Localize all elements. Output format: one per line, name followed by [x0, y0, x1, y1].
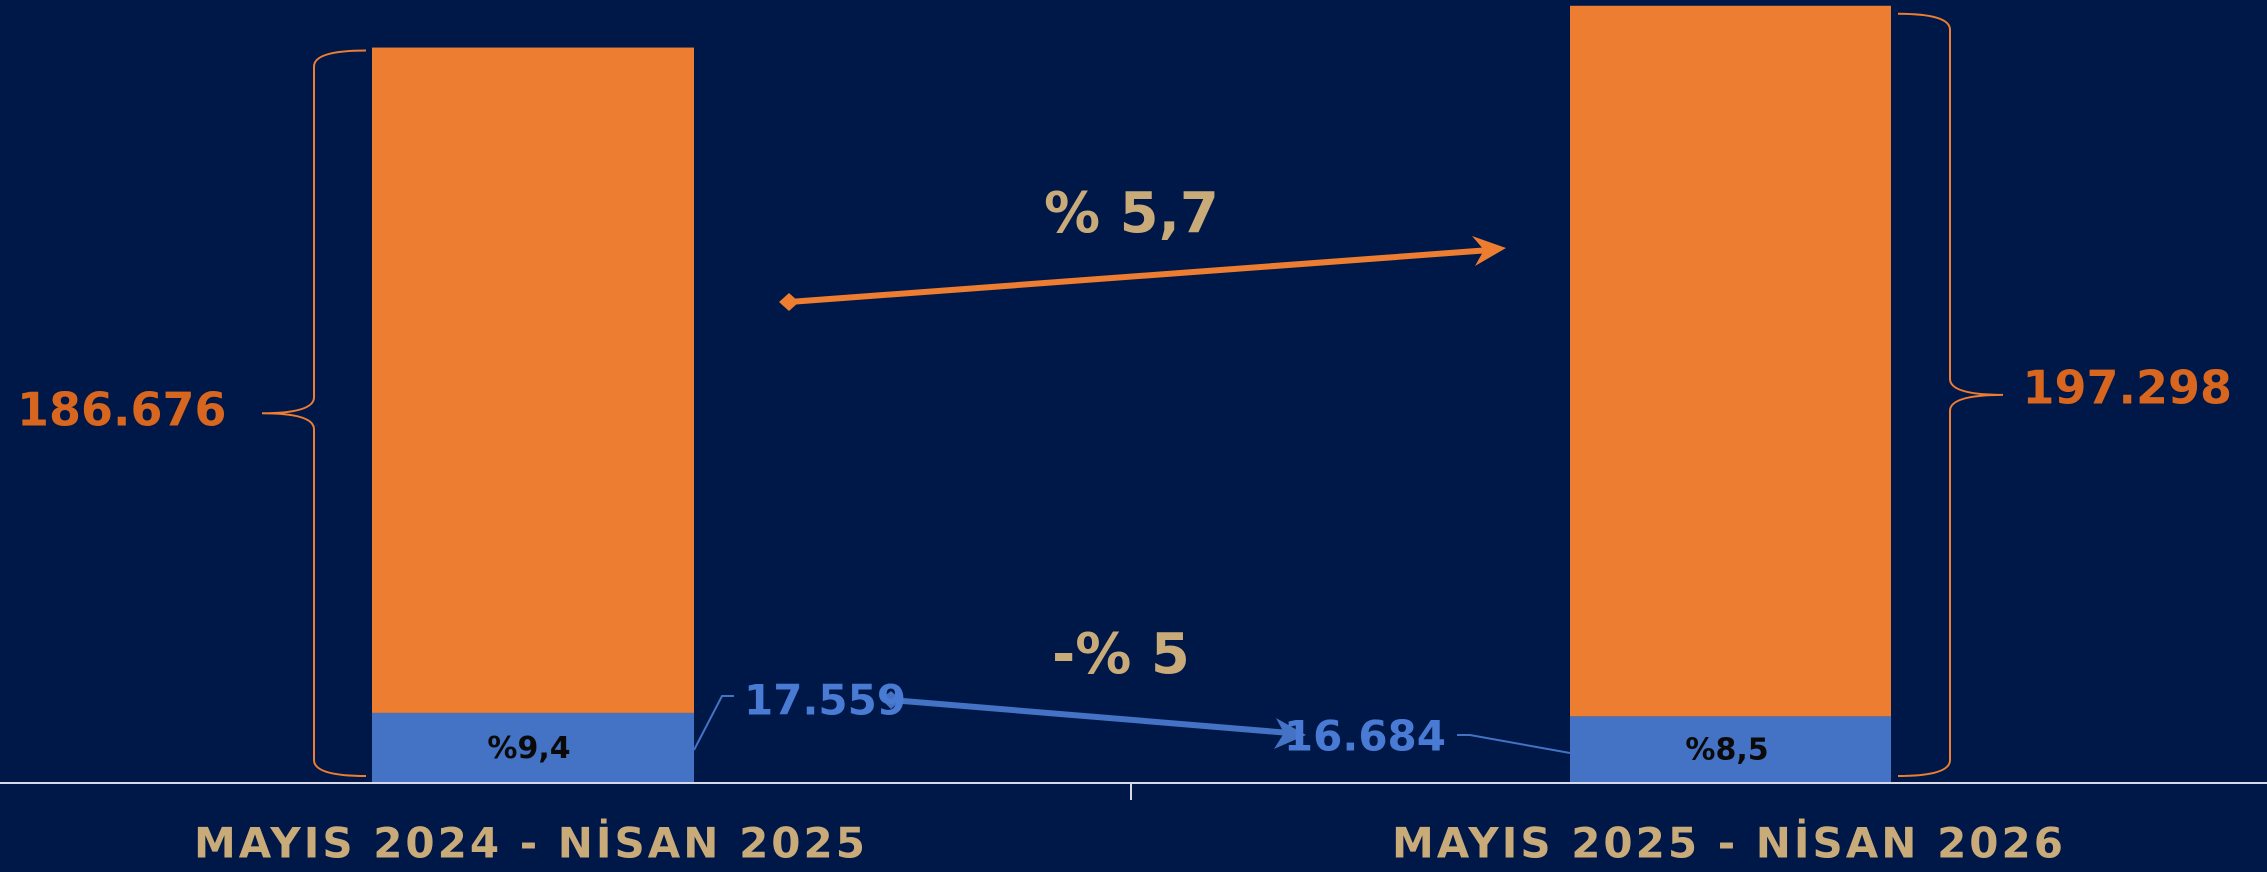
arrow-start	[881, 691, 901, 709]
bar-segment	[1570, 716, 1891, 782]
arrow-head	[1472, 236, 1506, 266]
arrow-head	[1274, 718, 1306, 749]
change-label: -% 5	[1052, 622, 1190, 687]
trend-arrow	[788, 247, 1491, 305]
arrow-start	[779, 293, 799, 311]
x-tick-label: MAYIS 2024 - NİSAN 2025	[194, 818, 868, 868]
bar-segment	[372, 712, 694, 782]
change-label: % 5,7	[1044, 181, 1219, 246]
brace	[1897, 12, 2004, 777]
trend-arrow	[890, 697, 1291, 736]
bar-segment	[372, 47, 694, 713]
share-label: %8,5	[1685, 733, 1768, 768]
label-connector	[693, 695, 734, 751]
bar-segment	[1570, 5, 1891, 717]
label-connector	[1457, 734, 1571, 754]
x-tick-label: MAYIS 2025 - NİSAN 2026	[1392, 818, 2066, 868]
share-label: %9,4	[487, 731, 570, 766]
value-label: 17.559	[744, 676, 906, 725]
value-label: 16.684	[1284, 712, 1446, 761]
total-label: 186.676	[17, 382, 227, 436]
brace	[261, 49, 367, 777]
total-label: 197.298	[2022, 360, 2232, 414]
